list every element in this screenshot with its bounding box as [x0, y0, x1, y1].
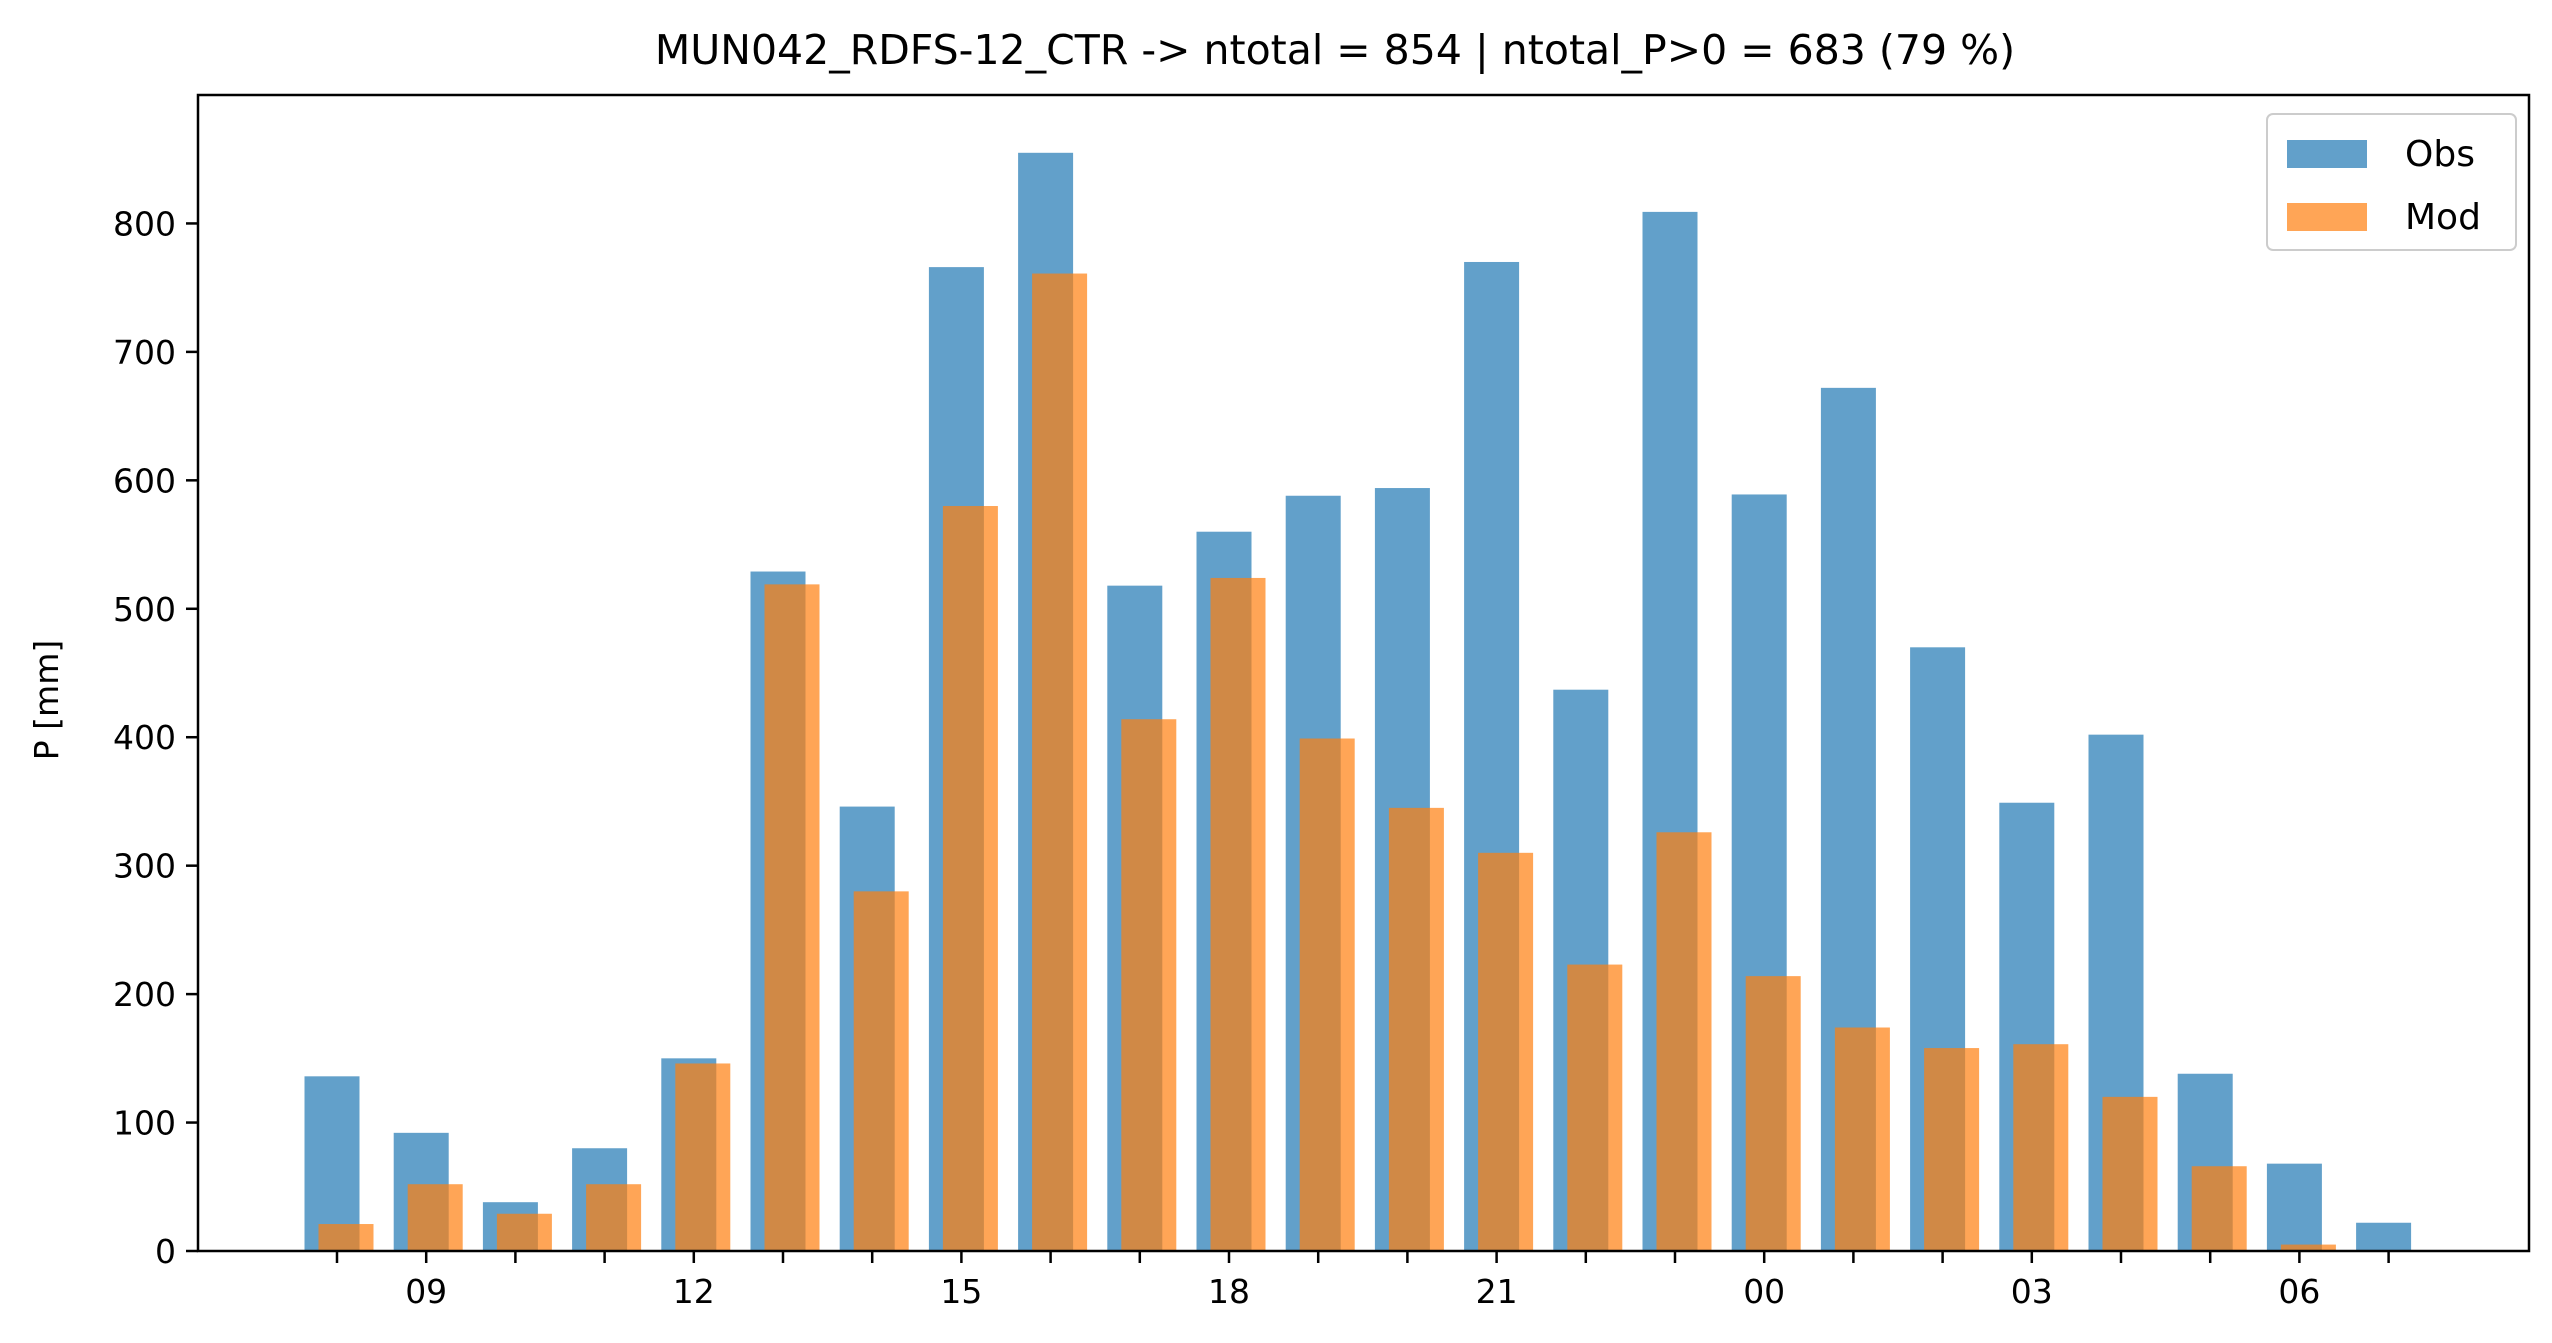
plot-frame	[196, 93, 2531, 1253]
mod-bar	[853, 891, 909, 1251]
mod-bar	[2013, 1044, 2069, 1251]
legend-swatch	[2287, 203, 2367, 231]
mod-bar	[407, 1184, 463, 1251]
mod-bar	[586, 1184, 642, 1251]
x-tick-label: 00	[1743, 1272, 1785, 1311]
mod-bar	[1121, 719, 1177, 1251]
y-axis-label: P [mm]	[27, 640, 66, 760]
x-tick-label: 18	[1208, 1272, 1250, 1311]
mod-bar	[1032, 273, 1088, 1251]
chart-title: MUN042_RDFS-12_CTR -> ntotal = 854 | nto…	[655, 26, 2015, 74]
mod-bar	[1656, 832, 1712, 1251]
obs-bar	[2356, 1222, 2412, 1251]
x-tick-label: 15	[940, 1272, 982, 1311]
y-tick-label: 100	[113, 1104, 176, 1143]
mod-bar	[1567, 964, 1623, 1251]
mod-bar	[1478, 852, 1534, 1251]
y-tick-label: 800	[113, 204, 176, 243]
y-tick-label: 400	[113, 718, 176, 757]
mod-bar	[2102, 1096, 2158, 1251]
obs-bars	[304, 152, 2412, 1252]
mod-bar	[1834, 1027, 1890, 1251]
mod-bar	[1210, 577, 1266, 1251]
y-tick-label: 500	[113, 590, 176, 629]
legend: Obs Mod	[2266, 113, 2517, 251]
y-tick-label: 0	[155, 1232, 176, 1271]
mod-bar	[496, 1213, 552, 1251]
legend-label: Mod	[2405, 197, 2481, 238]
y-tick-label: 700	[113, 333, 176, 372]
mod-bar	[942, 506, 998, 1251]
mod-bar	[1299, 738, 1355, 1251]
mod-bar	[318, 1224, 374, 1251]
y-axis-ticks: 0 100 200 300 400 500 600 700 800	[113, 204, 198, 1271]
mod-bar	[2191, 1166, 2247, 1251]
x-tick-label: 09	[405, 1272, 447, 1311]
mod-bar	[675, 1063, 731, 1251]
mod-bars	[318, 273, 2336, 1251]
x-tick-label: 12	[673, 1272, 715, 1311]
obs-bar	[2266, 1163, 2322, 1251]
x-axis-ticks: 09 12 15 18 21 00 03 06	[335, 1251, 2390, 1311]
mod-bar	[1745, 976, 1801, 1251]
x-tick-label: 21	[1476, 1272, 1518, 1311]
y-tick-label: 300	[113, 847, 176, 886]
x-tick-label: 06	[2278, 1272, 2320, 1311]
mod-bar	[764, 584, 820, 1251]
y-tick-label: 600	[113, 461, 176, 500]
mod-bar	[1388, 807, 1444, 1251]
legend-swatch	[2287, 140, 2367, 168]
mod-bar	[1924, 1048, 1980, 1251]
x-tick-label: 03	[2011, 1272, 2053, 1311]
y-tick-label: 200	[113, 975, 176, 1014]
legend-label: Obs	[2405, 134, 2475, 175]
mod-bar	[2280, 1244, 2336, 1251]
obs-bar	[304, 1076, 360, 1251]
